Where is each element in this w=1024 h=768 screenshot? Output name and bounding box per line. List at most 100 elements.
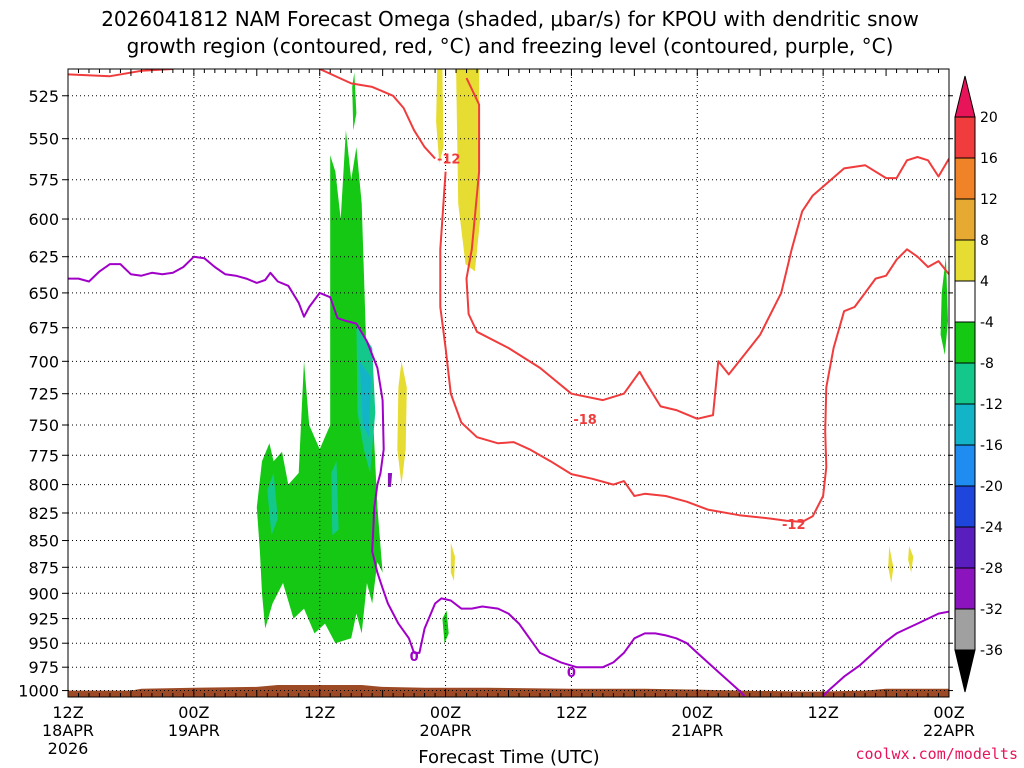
x-axis-title: Forecast Time (UTC) (418, 747, 599, 768)
x-tick-label-5: 00Z (682, 703, 713, 722)
y-tick-label-700: 700 (28, 352, 59, 371)
x-tick-year-0: 2026 (48, 739, 89, 758)
contour-label-2: -12 (782, 518, 806, 533)
x-tick-label-3: 00Z (430, 703, 461, 722)
colorbar-label-4: 4 (980, 274, 989, 290)
omega-area-6 (442, 610, 449, 644)
y-tick-label-725: 725 (28, 385, 59, 404)
omega-area-4 (331, 461, 339, 536)
contour-label-4: 0 (567, 666, 576, 681)
chart-title-line1: 2026041812 NAM Forecast Omega (shaded, μ… (101, 7, 919, 31)
omega-area-12 (888, 546, 894, 583)
colorbar-label-1: 16 (980, 151, 998, 167)
colorbar-label-8: -16 (980, 438, 1003, 454)
credit-label: coolwx.com/modelts (855, 745, 1018, 763)
x-tick-label-1: 00Z (178, 703, 209, 722)
colorbar-label-5: -4 (980, 315, 994, 331)
contour-dgz-bottom (439, 171, 949, 523)
colorbar-top-triangle (954, 75, 976, 118)
colorbar-label-13: -36 (980, 643, 1003, 659)
colorbar-label-9: -20 (980, 479, 1003, 495)
contour-label-1: -18 (573, 413, 597, 428)
y-tick-label-975: 975 (28, 658, 59, 677)
colorbar-band-20 (954, 116, 976, 159)
omega-area-13 (908, 546, 914, 573)
omega-area-0 (256, 130, 383, 644)
x-tick-date-3: 20APR (420, 721, 472, 740)
colorbar-label-11: -28 (980, 561, 1003, 577)
colorbar-band-12 (954, 198, 976, 241)
y-tick-label-900: 900 (28, 584, 59, 603)
y-tick-label-1000: 1000 (18, 682, 59, 701)
y-tick-label-525: 525 (28, 87, 59, 106)
colorbar-label-0: 20 (980, 110, 998, 126)
colorbar-label-3: 8 (980, 233, 989, 249)
contour-freezing-level (68, 255, 746, 697)
colorbar-band-16 (954, 157, 976, 200)
y-tick-label-800: 800 (28, 476, 59, 495)
contour-dgz-top (465, 77, 949, 420)
omega-area-2 (359, 361, 372, 438)
contour-dgz-upper (68, 69, 173, 78)
colorbar-band--16 (954, 444, 976, 487)
y-tick-label-550: 550 (28, 130, 59, 149)
y-tick-label-875: 875 (28, 558, 59, 577)
colorbar-band-8 (954, 239, 976, 282)
chart-title-line2: growth region (contoured, red, °C) and f… (127, 34, 894, 58)
contour-label-3: 0 (410, 650, 419, 665)
y-tick-label-575: 575 (28, 171, 59, 190)
colorbar-label-12: -32 (980, 602, 1003, 618)
y-axis: 525 550 575 600 625 650 675 700 725 750 775 800 825 8… (18, 87, 953, 701)
omega-area-8 (436, 69, 444, 164)
colorbar: 20 16 12 8 4 -4 -8 -12 -16 -20 -24 -28 -32 -36 (954, 75, 1003, 693)
y-tick-label-925: 925 (28, 610, 59, 629)
x-tick-label-0: 12Z (52, 703, 83, 722)
y-tick-label-600: 600 (28, 210, 59, 229)
omega-area-11 (450, 542, 455, 581)
x-tick-date-5: 21APR (671, 721, 723, 740)
omega-area-5 (352, 72, 357, 131)
colorbar-label-2: 12 (980, 192, 998, 208)
colorbar-band--12 (954, 403, 976, 446)
x-tick-label-2: 12Z (304, 703, 335, 722)
y-tick-label-950: 950 (28, 634, 59, 653)
colorbar-label-6: -8 (980, 356, 994, 372)
x-tick-date-1: 19APR (168, 721, 220, 740)
colorbar-band--28 (954, 567, 976, 610)
x-tick-date-7: 22APR (923, 721, 975, 740)
y-tick-label-650: 650 (28, 284, 59, 303)
contour-dgz-upper-b (319, 69, 436, 160)
y-tick-label-625: 625 (28, 248, 59, 267)
colorbar-band--24 (954, 526, 976, 569)
gridlines (67, 69, 950, 697)
contours (68, 69, 949, 697)
contour-freezing-level-right (822, 610, 949, 697)
y-tick-label-750: 750 (28, 416, 59, 435)
colorbar-band--20 (954, 485, 976, 528)
colorbar-bottom-triangle (954, 649, 976, 693)
omega-area-3 (267, 473, 278, 536)
colorbar-label-10: -24 (980, 520, 1003, 536)
colorbar-band--32 (954, 608, 976, 651)
y-tick-label-850: 850 (28, 532, 59, 551)
omega-area-14 (387, 473, 393, 487)
colorbar-band-4 (954, 280, 976, 323)
plot-frame (67, 68, 950, 698)
colorbar-label-7: -12 (980, 397, 1003, 413)
contour-labels: -12 -18 -12 0 0 (410, 153, 806, 681)
y-tick-label-825: 825 (28, 504, 59, 523)
x-tick-label-4: 12Z (556, 703, 587, 722)
omega-area-10 (397, 361, 407, 485)
colorbar-band--4 (954, 321, 976, 364)
contour-label-0: -12 (437, 153, 461, 168)
x-tick-label-6: 12Z (807, 703, 838, 722)
plot-area (68, 69, 949, 697)
x-tick-date-0: 18APR (42, 721, 94, 740)
x-tick-label-7: 00Z (933, 703, 964, 722)
y-tick-label-675: 675 (28, 319, 59, 338)
colorbar-band--8 (954, 362, 976, 405)
y-tick-label-775: 775 (28, 446, 59, 465)
omega-area-7 (940, 256, 948, 355)
